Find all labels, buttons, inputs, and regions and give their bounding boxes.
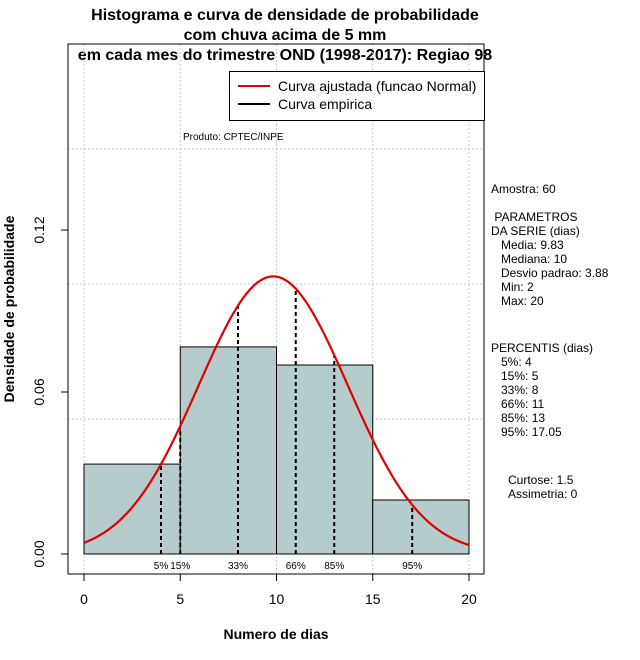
percentile-label: 5% — [154, 561, 169, 572]
parametros-line: DA SERIE (dias) — [491, 224, 580, 238]
percentis-block: PERCENTIS (dias) 5%: 4 15%: 5 33%: 8 66%… — [491, 341, 593, 439]
y-axis-label: Densidade de probabilidade — [1, 215, 17, 402]
percentile-label: 15% — [170, 561, 190, 572]
percentile-lines: 5% 15% 33% 66% 85% 95% — [154, 288, 422, 572]
assimetria-text: Assimetria: 0 — [508, 487, 578, 501]
normal-fit-curve — [83, 275, 470, 547]
title-line-2: com chuva acima de 5 mm — [183, 27, 387, 44]
parametros-line: Min: 2 — [491, 280, 534, 294]
percentile-label: 85% — [324, 561, 344, 572]
parametros-line: Media: 9.83 — [491, 238, 564, 252]
percentile-label: 95% — [402, 561, 422, 572]
percentis-line: PERCENTIS (dias) — [491, 341, 594, 355]
x-tick-label: 5 — [176, 591, 184, 607]
x-axis-label: Numero de dias — [223, 626, 328, 642]
chart-title: Histograma e curva de densidade de proba… — [0, 6, 570, 66]
parametros-line: Desvio padrao: 3.88 — [491, 266, 609, 280]
percentis-line: 95%: 17.05 — [491, 425, 562, 439]
x-tick-label: 15 — [365, 591, 381, 607]
title-line-1: Histograma e curva de densidade de proba… — [91, 7, 479, 24]
percentile-label: 33% — [228, 561, 248, 572]
parametros-line: Mediana: 10 — [491, 252, 568, 266]
shape-stats-block: Curtose: 1.5 Assimetria: 0 — [508, 473, 577, 501]
parametros-line: Max: 20 — [491, 294, 544, 308]
x-tick-label: 20 — [461, 591, 477, 607]
legend-swatch-empirical — [238, 103, 270, 105]
y-tick-label: 0.06 — [31, 378, 47, 405]
legend-item-fitted: Curva ajustada (funcao Normal) — [238, 77, 476, 95]
percentis-line: 15%: 5 — [491, 369, 539, 383]
curtose-text: Curtose: 1.5 — [508, 473, 574, 487]
percentis-line: 33%: 8 — [491, 383, 539, 397]
title-line-3: em cada mes do trimestre OND (1998-2017)… — [77, 47, 493, 64]
produto-label: Produto: CPTEC/INPE — [183, 132, 284, 143]
curve-layer — [83, 275, 470, 547]
axes-layer: 0 5 10 15 20 0.00 0.06 0.12 — [31, 216, 477, 607]
y-tick-label: 0.12 — [31, 216, 47, 243]
percentis-line: 5%: 4 — [491, 355, 532, 369]
legend-item-empirical: Curva empirica — [238, 95, 372, 113]
legend-swatch-fitted — [238, 85, 270, 87]
legend: Curva ajustada (funcao Normal) Curva emp… — [229, 71, 485, 121]
parametros-line: PARAMETROS — [491, 210, 578, 224]
legend-label-empirical: Curva empirica — [278, 96, 373, 112]
y-tick-label: 0.00 — [31, 540, 47, 567]
histogram-bar — [276, 364, 374, 555]
percentis-line: 66%: 11 — [491, 397, 545, 411]
legend-label-fitted: Curva ajustada (funcao Normal) — [278, 78, 477, 94]
percentile-label: 66% — [286, 561, 306, 572]
histogram-bar — [372, 499, 470, 555]
amostra-text: Amostra: 60 — [491, 182, 556, 196]
parametros-block: PARAMETROS DA SERIE (dias) Media: 9.83 M… — [491, 210, 608, 308]
x-tick-label: 0 — [80, 591, 88, 607]
x-tick-label: 10 — [269, 591, 285, 607]
percentis-line: 85%: 13 — [491, 411, 546, 425]
histogram-bar — [179, 346, 277, 555]
